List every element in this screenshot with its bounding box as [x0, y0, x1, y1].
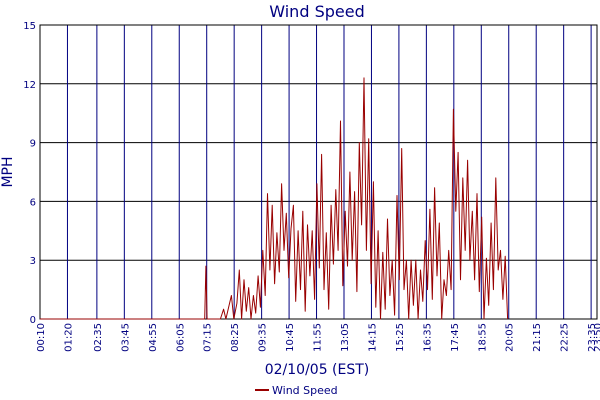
x-tick-label: 15:25: [395, 323, 406, 352]
series-line-wind-speed: [40, 77, 509, 320]
plot-frame: [39, 24, 598, 320]
y-axis-label: MPH: [0, 156, 16, 187]
y-axis-ticks: 0 3 6 9 12 15: [23, 21, 36, 326]
y-tick-label: 0: [30, 315, 36, 326]
x-tick-label: 14:15: [367, 323, 378, 352]
x-tick-label: 16:35: [422, 323, 433, 352]
y-tick-label: 6: [30, 197, 36, 208]
x-tick-label: 00:10: [36, 323, 47, 352]
x-axis-ticks: 00:10 01:20 02:35 03:45 04:55 06:05 07:15 08:25…: [36, 323, 600, 352]
x-tick-label: 01:20: [63, 323, 74, 352]
x-axis-label: 02/10/05 (EST): [265, 362, 370, 378]
x-tick-label: 18:55: [477, 323, 488, 352]
x-tick-label: 02:35: [93, 323, 104, 352]
x-tick-label: 11:55: [313, 323, 324, 352]
x-tick-label: 20:05: [505, 323, 516, 352]
y-tick-label: 15: [23, 21, 36, 32]
x-tick-label: 21:15: [532, 323, 543, 352]
x-tick-label: 23:35: [587, 323, 598, 352]
x-tick-label: 09:35: [258, 323, 269, 352]
y-tick-label: 3: [30, 256, 36, 267]
x-tick-label: 23:50: [593, 323, 600, 352]
x-tick-label: 13:05: [340, 323, 351, 352]
x-tick-label: 08:25: [230, 323, 241, 352]
y-tick-label: 9: [30, 139, 36, 150]
chart-title: Wind Speed: [269, 2, 364, 21]
x-tick-label: 03:45: [120, 323, 131, 352]
x-tick-label: 04:55: [148, 323, 159, 352]
legend: Wind Speed: [255, 384, 338, 397]
x-tick-label: 10:45: [285, 323, 296, 352]
gridlines: [39, 24, 597, 320]
x-tick-label: 06:05: [175, 323, 186, 352]
y-tick-label: 12: [23, 80, 36, 91]
legend-label-wind-speed: Wind Speed: [272, 384, 338, 397]
x-tick-label: 07:15: [203, 323, 214, 352]
x-tick-label: 17:45: [450, 323, 461, 352]
x-tick-label: 22:25: [560, 323, 571, 352]
series-layer: [40, 77, 509, 320]
